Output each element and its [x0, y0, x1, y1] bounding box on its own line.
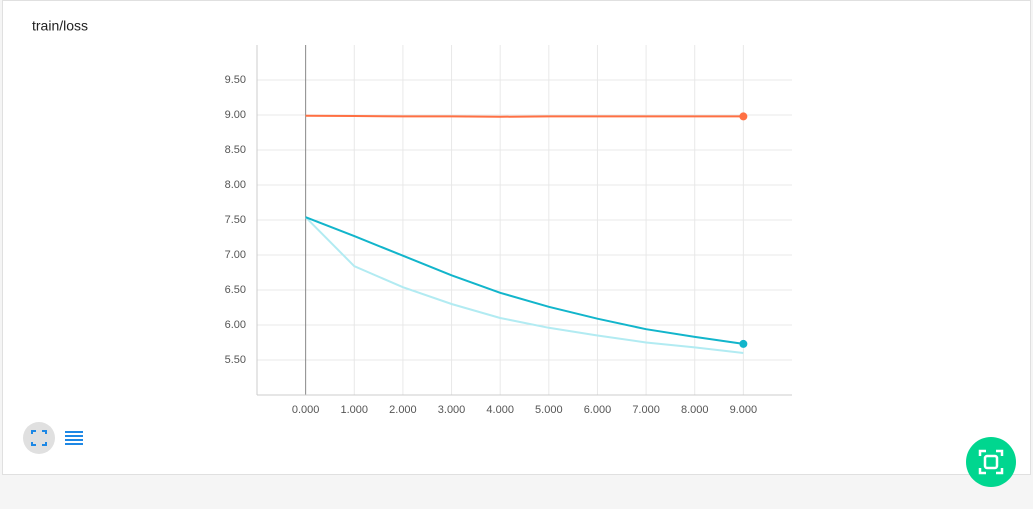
x-tick-label: 4.000	[486, 404, 514, 416]
x-tick-label: 9.000	[730, 404, 758, 416]
x-tick-label: 8.000	[681, 404, 709, 416]
y-tick-label: 9.00	[225, 109, 246, 121]
x-tick-label: 7.000	[632, 404, 660, 416]
x-tick-label: 2.000	[389, 404, 417, 416]
fullscreen-button[interactable]	[966, 437, 1016, 487]
x-tick-label: 6.000	[584, 404, 612, 416]
y-tick-label: 9.50	[225, 74, 246, 86]
line	[305, 216, 744, 345]
chart-title: train/loss	[32, 18, 88, 34]
card	[2, 0, 1031, 475]
line	[305, 114, 744, 118]
end-marker	[739, 339, 748, 348]
y-tick-label: 8.00	[225, 179, 246, 191]
fit-button[interactable]	[23, 422, 55, 454]
y-tick-label: 5.50	[225, 354, 246, 366]
y-tick-label: 8.50	[225, 144, 246, 156]
log-toggle-button[interactable]	[65, 430, 83, 446]
line	[304, 216, 744, 354]
x-tick-label: 3.000	[438, 404, 466, 416]
y-tick-label: 6.50	[225, 284, 246, 296]
y-tick-label: 7.50	[225, 214, 246, 226]
x-tick-label: 0.000	[292, 404, 320, 416]
y-tick-label: 6.00	[225, 319, 246, 331]
y-tick-label: 7.00	[225, 249, 246, 261]
x-tick-label: 5.000	[535, 404, 563, 416]
end-marker	[739, 112, 748, 121]
x-tick-label: 1.000	[341, 404, 369, 416]
